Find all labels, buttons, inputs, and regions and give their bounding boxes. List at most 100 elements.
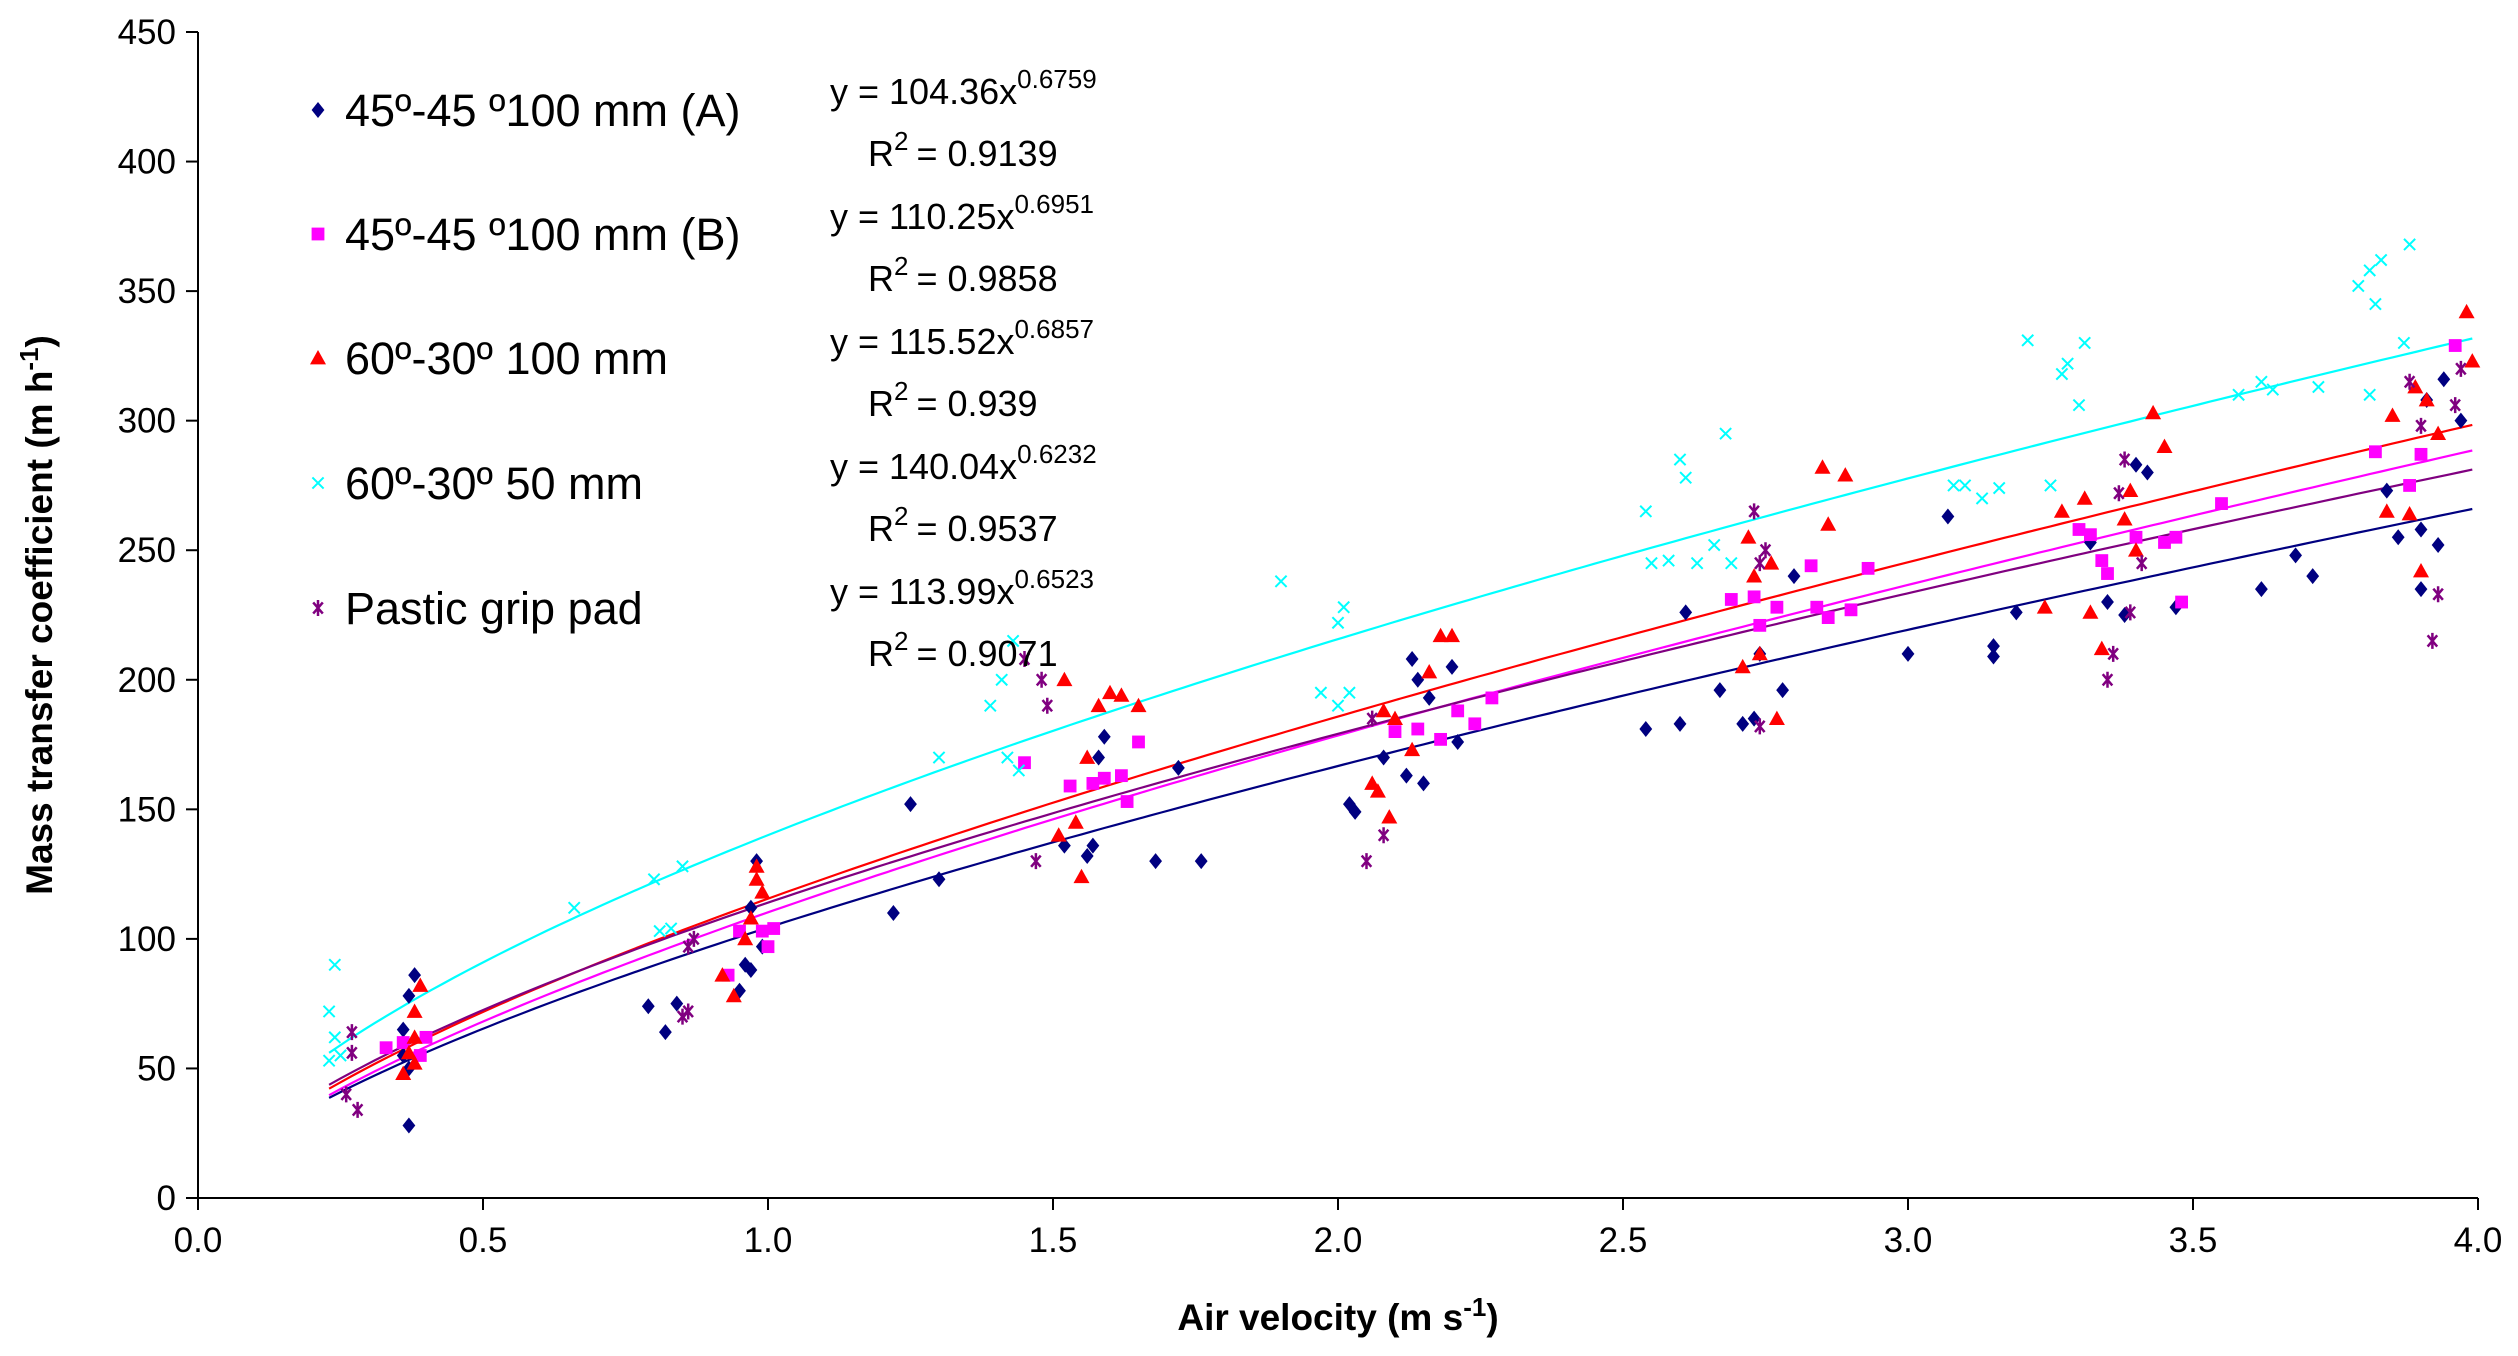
data-point-diamond bbox=[2391, 529, 2405, 546]
data-point-x bbox=[1331, 616, 1345, 630]
data-point-star bbox=[1041, 697, 1054, 714]
data-point-star bbox=[2455, 360, 2467, 377]
data-point-diamond bbox=[2306, 568, 2320, 585]
data-point-diamond bbox=[641, 998, 655, 1015]
r-squared: R2 = 0.9858 bbox=[868, 251, 1058, 299]
data-point-triangle bbox=[406, 1055, 423, 1070]
equation-exponent: 0.6857 bbox=[1014, 314, 1094, 344]
data-point-diamond bbox=[1194, 853, 1208, 870]
data-point-diamond bbox=[932, 871, 946, 888]
r-squared-label: R bbox=[868, 633, 894, 674]
equation-base: y = 140.04x bbox=[830, 446, 1017, 487]
data-point-x bbox=[995, 673, 1009, 687]
data-point-square bbox=[2169, 530, 2183, 544]
data-point-star bbox=[1759, 542, 1772, 559]
data-point-triangle bbox=[2076, 490, 2093, 505]
data-point-diamond bbox=[1776, 682, 1789, 699]
data-point-triangle bbox=[742, 910, 759, 925]
equation-exponent: 0.6232 bbox=[1017, 439, 1097, 469]
data-point-triangle bbox=[406, 1003, 423, 1018]
data-point-square bbox=[2072, 523, 2086, 536]
data-point-star bbox=[1754, 718, 1766, 735]
data-point-diamond bbox=[1411, 671, 1425, 688]
data-point-square bbox=[1434, 732, 1447, 746]
axis-ticks: 0.0 0.5 1.0 1.5 2.0 2.5 3.0 3.5 4.0 0 50 100 150 200 2… bbox=[118, 13, 2503, 1260]
data-point-square bbox=[2448, 339, 2462, 352]
trendline-equation: y = 115.52x0.6857 bbox=[830, 314, 1094, 362]
r-squared-label: R bbox=[868, 508, 894, 549]
data-point-x bbox=[1679, 471, 1693, 484]
y-tick-label: 50 bbox=[137, 1049, 176, 1088]
data-point-triangle bbox=[2418, 391, 2435, 407]
data-point-x bbox=[1331, 699, 1345, 712]
y-tick-label: 150 bbox=[118, 790, 176, 829]
data-point-square bbox=[1018, 756, 1031, 770]
data-point-triangle bbox=[2116, 511, 2133, 526]
data-point-star bbox=[2426, 632, 2439, 649]
data-point-x bbox=[1001, 751, 1014, 764]
data-point-x bbox=[2255, 375, 2268, 389]
data-point-star bbox=[1754, 555, 1766, 572]
data-point-triangle bbox=[1444, 627, 1460, 643]
legend-marker-square bbox=[311, 227, 325, 241]
data-point-triangle bbox=[1067, 814, 1084, 829]
x-tick-label: 1.0 bbox=[744, 1221, 793, 1260]
r-squared-label: R bbox=[868, 383, 894, 424]
data-point-triangle bbox=[2128, 542, 2144, 557]
data-point-square bbox=[2158, 536, 2171, 549]
data-point-diamond bbox=[1172, 759, 1185, 776]
data-point-square bbox=[1120, 795, 1134, 808]
data-point-star bbox=[340, 1086, 352, 1103]
legend-marker-triangle bbox=[310, 350, 326, 365]
data-point-square bbox=[1770, 600, 1784, 614]
legend: 45º-45 º100 mm (A) 45º-45 º100 mm (B) 60º-… bbox=[310, 85, 741, 634]
data-point-diamond bbox=[659, 1024, 672, 1041]
data-point-triangle bbox=[1113, 687, 1130, 702]
data-point-x bbox=[1958, 479, 1972, 492]
data-point-triangle bbox=[1404, 741, 1421, 757]
data-point-triangle bbox=[400, 1044, 417, 1060]
data-point-triangle bbox=[395, 1065, 412, 1081]
data-point-x bbox=[1673, 453, 1687, 466]
trendline-1 bbox=[328, 449, 2473, 1097]
data-point-diamond bbox=[1445, 658, 1459, 675]
r-squared: R2 = 0.9139 bbox=[868, 126, 1058, 174]
data-point-diamond bbox=[1736, 715, 1750, 732]
y-tick-label: 350 bbox=[118, 272, 176, 311]
r-squared-exp: 2 bbox=[894, 251, 908, 281]
data-point-triangle bbox=[1364, 775, 1381, 790]
data-point-triangle bbox=[1381, 809, 1398, 824]
r-squared-value: = 0.939 bbox=[916, 383, 1037, 424]
data-point-x bbox=[1707, 538, 1721, 552]
data-point-square bbox=[379, 1041, 393, 1055]
legend-marker-x bbox=[311, 476, 325, 490]
data-point-square bbox=[2095, 554, 2109, 567]
data-point-diamond bbox=[396, 1021, 410, 1038]
data-point-square bbox=[1821, 611, 1835, 624]
data-point-x bbox=[1724, 556, 1738, 570]
data-point-triangle bbox=[2458, 303, 2475, 319]
data-point-x bbox=[1947, 479, 1960, 492]
data-point-square bbox=[1115, 769, 1128, 783]
data-point-diamond bbox=[1058, 837, 1071, 854]
data-point-diamond bbox=[2255, 581, 2268, 598]
data-point-square bbox=[1097, 771, 1111, 785]
data-point-triangle bbox=[2430, 425, 2447, 441]
data-point-diamond bbox=[1787, 568, 1801, 585]
data-point-x bbox=[2232, 388, 2245, 402]
data-point-x bbox=[2363, 264, 2377, 277]
y-tick-label: 0 bbox=[157, 1179, 176, 1218]
data-point-diamond bbox=[1377, 749, 1390, 766]
data-point-square bbox=[1724, 593, 1738, 606]
data-point-triangle bbox=[1421, 664, 1438, 679]
data-point-x bbox=[2374, 253, 2388, 267]
data-point-x bbox=[1690, 556, 1704, 570]
r-squared: R2 = 0.9071 bbox=[868, 626, 1058, 674]
data-point-triangle bbox=[1375, 702, 1392, 718]
data-point-diamond bbox=[1149, 853, 1162, 870]
r-squared-exp: 2 bbox=[894, 376, 908, 406]
x-tick-label: 2.0 bbox=[1314, 1221, 1363, 1260]
data-point-diamond bbox=[2454, 412, 2468, 429]
data-point-square bbox=[767, 922, 781, 935]
data-point-x bbox=[1992, 481, 2006, 495]
